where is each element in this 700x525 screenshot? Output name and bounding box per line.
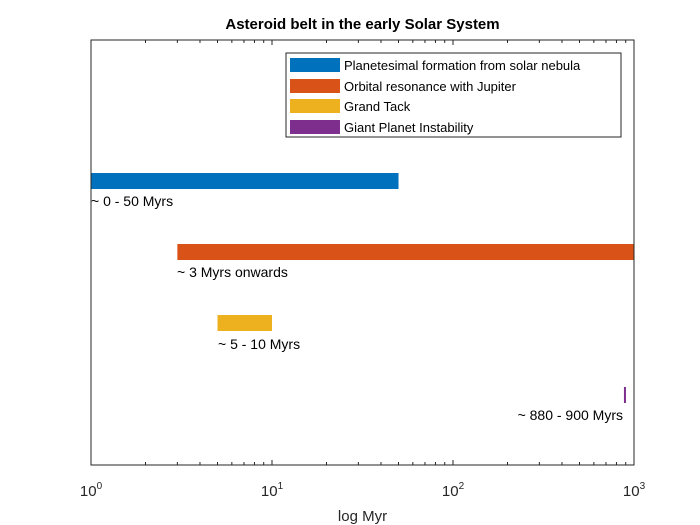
bar-4 [623, 387, 626, 403]
legend-label: Giant Planet Instability [344, 120, 474, 135]
legend-swatch [290, 79, 340, 93]
x-tick-label: 100 [80, 481, 103, 500]
axes-box [90, 39, 635, 466]
bar-2 [177, 244, 634, 260]
bars-group [91, 173, 634, 403]
bar-label-3: ~ 5 - 10 Myrs [218, 336, 300, 352]
bar-label-4: ~ 880 - 900 Myrs [518, 407, 623, 423]
x-tick-label: 103 [623, 481, 646, 500]
chart-title: Asteroid belt in the early Solar System [225, 16, 499, 33]
legend-item-2: Orbital resonance with Jupiter [290, 79, 517, 94]
axis-frame [90, 39, 635, 466]
bar-label-1: ~ 0 - 50 Myrs [91, 193, 173, 209]
x-axis-label: log Myr [338, 508, 387, 525]
legend-swatch [290, 58, 340, 72]
legend-item-1: Planetesimal formation from solar nebula [290, 58, 581, 73]
bar-1 [91, 173, 399, 189]
x-ticks-group: 100 101 102 103 [80, 40, 646, 500]
x-tick-label: 101 [261, 481, 284, 500]
bar-label-2: ~ 3 Myrs onwards [177, 264, 288, 280]
bar-labels-group: ~ 0 - 50 Myrs ~ 3 Myrs onwards ~ 5 - 10 My… [91, 193, 623, 423]
legend-label: Orbital resonance with Jupiter [344, 79, 517, 94]
x-tick-label: 102 [442, 481, 465, 500]
legend-label: Grand Tack [344, 99, 411, 114]
legend-swatch [290, 120, 340, 134]
legend-item-4: Giant Planet Instability [290, 120, 474, 135]
legend-box [285, 52, 622, 138]
legend-item-3: Grand Tack [290, 99, 411, 114]
legend-label: Planetesimal formation from solar nebula [344, 58, 581, 73]
legend-swatch [290, 99, 340, 113]
bar-3 [217, 315, 272, 331]
legend: Planetesimal formation from solar nebula… [285, 52, 622, 138]
